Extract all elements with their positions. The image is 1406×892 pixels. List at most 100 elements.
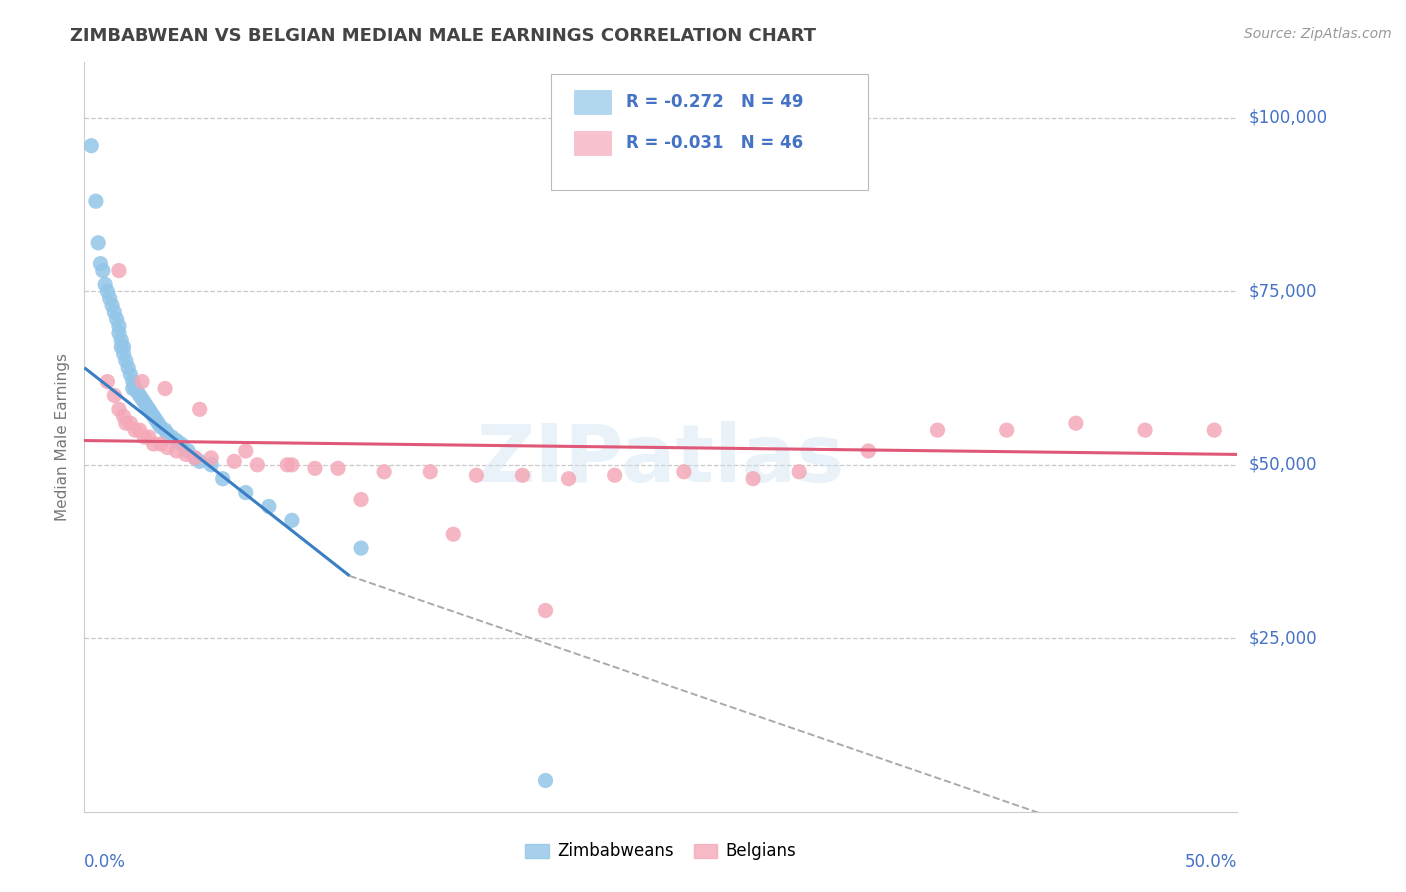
Point xyxy=(465,468,488,483)
Point xyxy=(96,285,118,299)
Point xyxy=(80,138,103,153)
Bar xyxy=(575,131,612,155)
Text: 50.0%: 50.0% xyxy=(1185,853,1237,871)
Point xyxy=(672,465,695,479)
Bar xyxy=(575,90,612,114)
Point xyxy=(134,430,156,444)
Point xyxy=(131,392,153,406)
Point xyxy=(108,319,131,334)
Point xyxy=(128,388,150,402)
Text: $25,000: $25,000 xyxy=(1249,629,1317,648)
Point xyxy=(149,437,172,451)
Y-axis label: Median Male Earnings: Median Male Earnings xyxy=(55,353,70,521)
Text: $75,000: $75,000 xyxy=(1249,283,1317,301)
Point xyxy=(235,485,257,500)
Point xyxy=(188,402,211,417)
Point xyxy=(115,353,138,368)
Point xyxy=(257,500,280,514)
Point xyxy=(142,409,165,424)
Point xyxy=(200,458,222,472)
Point xyxy=(603,468,626,483)
Point xyxy=(103,388,125,402)
Point xyxy=(103,305,125,319)
Point xyxy=(112,347,135,361)
Point xyxy=(441,527,464,541)
Point xyxy=(858,444,880,458)
Point xyxy=(1204,423,1226,437)
Point xyxy=(98,291,121,305)
Point xyxy=(94,277,117,292)
Text: ZIPatlas: ZIPatlas xyxy=(477,420,845,499)
Point xyxy=(156,426,179,441)
Point xyxy=(87,235,110,250)
Point xyxy=(112,409,135,424)
Point xyxy=(108,402,131,417)
Point xyxy=(534,773,557,788)
Point xyxy=(138,430,160,444)
Point xyxy=(121,375,143,389)
Point xyxy=(153,382,176,396)
Point xyxy=(115,416,138,430)
Point xyxy=(188,454,211,468)
Point xyxy=(105,312,128,326)
Point xyxy=(534,603,557,617)
Point xyxy=(200,450,222,465)
Point xyxy=(142,437,165,451)
Point xyxy=(1133,423,1156,437)
Point xyxy=(127,384,149,399)
Point xyxy=(235,444,257,458)
Point xyxy=(224,454,246,468)
Point xyxy=(121,382,143,396)
Point xyxy=(96,375,118,389)
Point xyxy=(512,468,534,483)
Point xyxy=(153,423,176,437)
Point xyxy=(120,368,142,382)
Point xyxy=(246,458,269,472)
Point xyxy=(110,340,132,354)
Point xyxy=(145,413,167,427)
Point xyxy=(89,257,111,271)
Point xyxy=(146,416,169,430)
Point xyxy=(373,465,395,479)
Legend: Zimbabweans, Belgians: Zimbabweans, Belgians xyxy=(519,836,803,867)
Point xyxy=(211,472,233,486)
Point xyxy=(174,447,197,461)
Point xyxy=(134,395,156,409)
Point xyxy=(177,444,200,458)
Point xyxy=(742,472,765,486)
Point xyxy=(112,340,135,354)
Point xyxy=(156,441,179,455)
Point xyxy=(120,416,142,430)
Point xyxy=(995,423,1018,437)
FancyBboxPatch shape xyxy=(551,74,869,190)
Text: $100,000: $100,000 xyxy=(1249,109,1327,127)
Text: ZIMBABWEAN VS BELGIAN MEDIAN MALE EARNINGS CORRELATION CHART: ZIMBABWEAN VS BELGIAN MEDIAN MALE EARNIN… xyxy=(70,27,817,45)
Point xyxy=(149,419,172,434)
Point xyxy=(184,450,207,465)
Point xyxy=(350,492,373,507)
Point xyxy=(326,461,349,475)
Point xyxy=(184,450,207,465)
Point xyxy=(101,298,124,312)
Point xyxy=(135,399,157,413)
Point xyxy=(124,423,146,437)
Point xyxy=(160,430,183,444)
Point xyxy=(117,360,139,375)
Point xyxy=(350,541,373,555)
Text: $50,000: $50,000 xyxy=(1249,456,1317,474)
Point xyxy=(166,434,188,448)
Point xyxy=(124,382,146,396)
Text: R = -0.031   N = 46: R = -0.031 N = 46 xyxy=(626,135,803,153)
Text: Source: ZipAtlas.com: Source: ZipAtlas.com xyxy=(1244,27,1392,41)
Point xyxy=(128,423,150,437)
Point xyxy=(557,472,579,486)
Point xyxy=(141,406,163,420)
Point xyxy=(131,375,153,389)
Point xyxy=(91,263,114,277)
Point xyxy=(927,423,949,437)
Point xyxy=(787,465,810,479)
Point xyxy=(1064,416,1087,430)
Text: 0.0%: 0.0% xyxy=(84,853,127,871)
Point xyxy=(281,458,304,472)
Point xyxy=(170,437,193,451)
